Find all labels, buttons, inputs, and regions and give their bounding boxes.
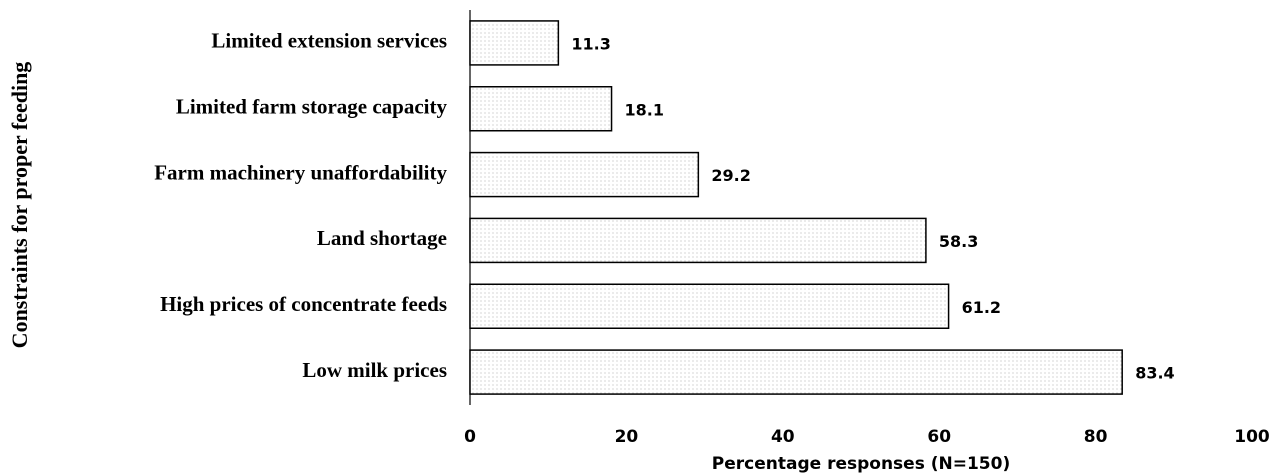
bar <box>469 283 950 329</box>
bar <box>469 86 613 132</box>
value-label: 29.2 <box>711 166 750 185</box>
y-tick-label: Land shortage <box>317 226 447 250</box>
value-label: 18.1 <box>625 100 664 119</box>
x-tick-label: 20 <box>615 427 639 447</box>
bar <box>469 151 700 198</box>
x-tick-label: 0 <box>464 427 476 447</box>
y-tick-label: Limited extension services <box>211 29 447 53</box>
value-label: 61.2 <box>962 298 1001 317</box>
y-tick-label: Farm machinery unaffordability <box>154 160 447 184</box>
bar <box>469 217 927 264</box>
y-tick-label: High prices of concentrate feeds <box>160 292 447 316</box>
y-tick-label: Low milk prices <box>302 358 447 382</box>
x-tick-label: 60 <box>927 427 951 447</box>
y-axis-label: Constraints for proper feeding <box>7 62 32 349</box>
bar <box>469 20 560 66</box>
y-tick-label: Limited farm storage capacity <box>176 95 448 119</box>
value-label: 11.3 <box>571 34 610 53</box>
value-label: 58.3 <box>939 232 978 251</box>
value-label: 83.4 <box>1135 364 1174 383</box>
x-axis-label: Percentage responses (N=150) <box>712 454 1010 474</box>
x-tick-label: 100 <box>1234 427 1270 447</box>
bar <box>469 349 1123 395</box>
x-tick-label: 40 <box>771 427 795 447</box>
x-tick-label: 80 <box>1084 427 1108 447</box>
